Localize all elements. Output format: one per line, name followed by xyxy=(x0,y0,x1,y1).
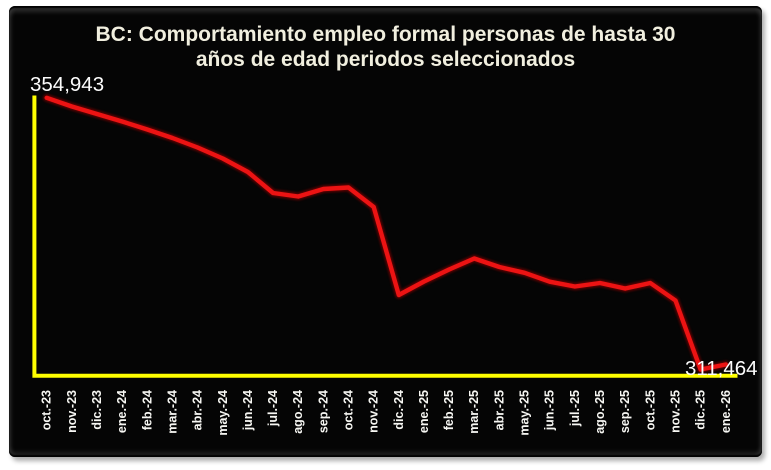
svg-text:ago.-25: ago.-25 xyxy=(593,390,607,434)
svg-text:abr.-24: abr.-24 xyxy=(191,390,205,430)
svg-text:ene.-25: ene.-25 xyxy=(417,390,431,433)
svg-text:ago.-24: ago.-24 xyxy=(291,390,305,434)
svg-text:mar.-24: mar.-24 xyxy=(165,390,179,434)
svg-text:nov.-25: nov.-25 xyxy=(669,390,683,433)
svg-text:sep.-25: sep.-25 xyxy=(618,390,632,433)
svg-text:oct.-24: oct.-24 xyxy=(342,390,356,430)
svg-text:feb.-25: feb.-25 xyxy=(442,390,456,430)
svg-text:may.-24: may.-24 xyxy=(216,390,230,436)
svg-text:nov.-23: nov.-23 xyxy=(65,390,79,433)
svg-text:jul.-25: jul.-25 xyxy=(568,390,582,427)
svg-text:jun.-24: jun.-24 xyxy=(241,390,255,431)
svg-text:oct.-23: oct.-23 xyxy=(40,390,54,430)
svg-text:jun.-25: jun.-25 xyxy=(543,390,557,431)
svg-text:feb.-24: feb.-24 xyxy=(140,390,154,430)
svg-text:abr.-25: abr.-25 xyxy=(492,390,506,430)
svg-text:mar.-25: mar.-25 xyxy=(467,390,481,434)
svg-text:nov.-24: nov.-24 xyxy=(367,390,381,433)
svg-text:oct.-25: oct.-25 xyxy=(643,390,657,430)
svg-text:jul.-24: jul.-24 xyxy=(266,390,280,427)
svg-text:dic.-23: dic.-23 xyxy=(90,390,104,430)
svg-text:dic.-24: dic.-24 xyxy=(392,390,406,430)
svg-text:sep.-24: sep.-24 xyxy=(316,390,330,433)
svg-text:dic.-25: dic.-25 xyxy=(694,390,708,430)
svg-text:may.-25: may.-25 xyxy=(518,390,532,436)
svg-text:ene.-24: ene.-24 xyxy=(115,390,129,433)
svg-text:ene.-26: ene.-26 xyxy=(719,390,733,433)
